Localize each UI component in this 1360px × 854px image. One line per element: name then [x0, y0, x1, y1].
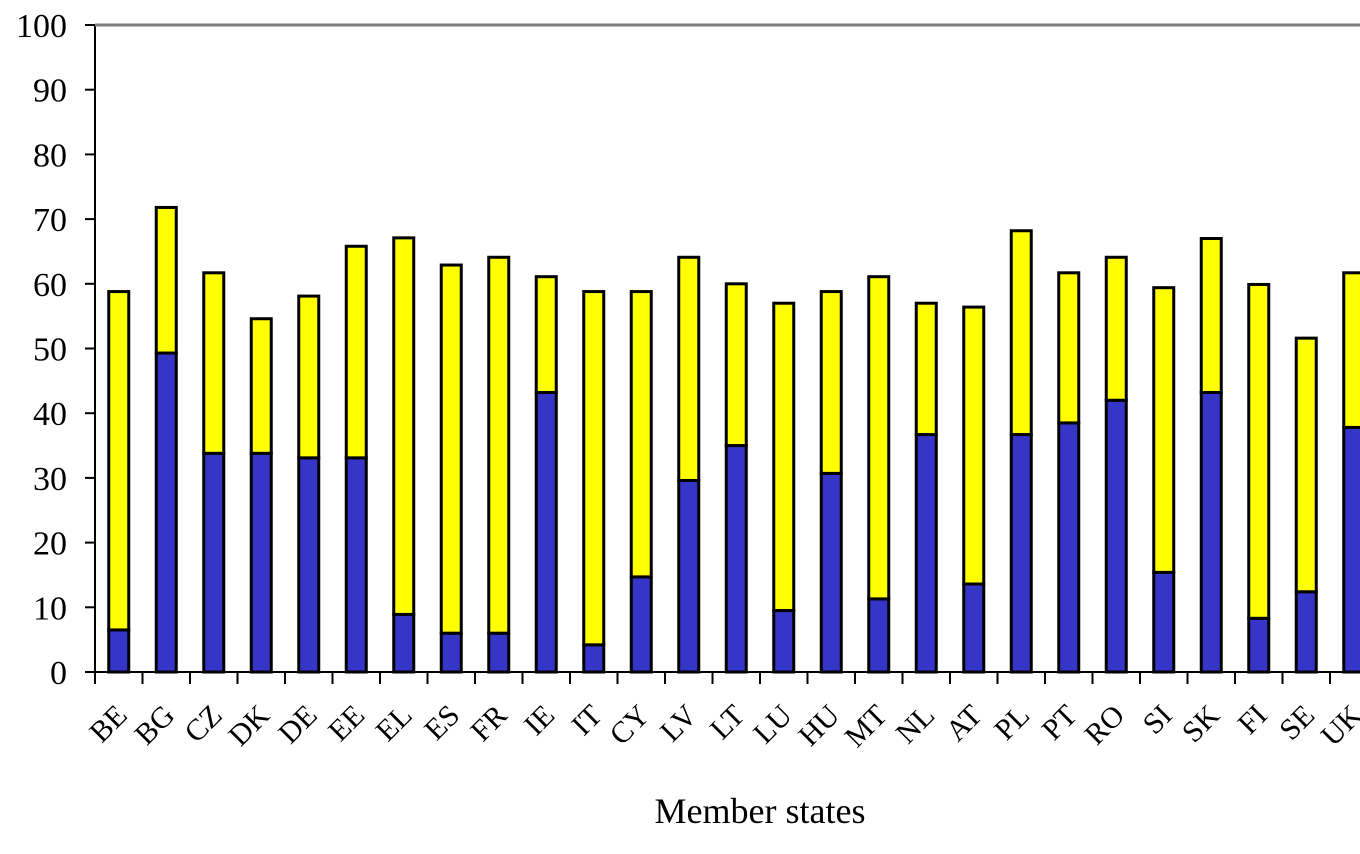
- x-tick-label: NL: [890, 699, 942, 751]
- bar-segment-lower: [1342, 425, 1360, 674]
- bar-segment-lower: [1294, 590, 1318, 674]
- x-tick-label: SK: [1176, 698, 1227, 749]
- bar-segment-lower: [1057, 421, 1081, 674]
- bar-segment-upper: [914, 301, 938, 437]
- x-tick-label: SI: [1136, 699, 1178, 741]
- bar-segment-upper: [962, 305, 986, 586]
- bar-segment-upper: [534, 275, 558, 394]
- bar-segment-lower: [392, 612, 416, 674]
- x-tick-label: LT: [704, 699, 751, 746]
- y-axis-ticks: 0 10 20 30 40 50 60 70 80 90 100: [16, 8, 95, 692]
- bar-segment-upper: [1152, 286, 1176, 574]
- x-tick-label: CZ: [178, 699, 228, 749]
- y-tick-label: 10: [33, 590, 67, 627]
- x-tick-label: LV: [654, 698, 704, 748]
- bars: [107, 205, 1360, 674]
- bar-segment-upper: [1057, 271, 1081, 425]
- bar-segment-lower: [1247, 616, 1271, 674]
- x-tick-label: FI: [1231, 699, 1273, 741]
- x-tick-label: EL: [369, 699, 418, 748]
- bar-segment-lower: [154, 351, 178, 674]
- x-tick-label: LU: [747, 698, 799, 750]
- bar-segment-lower: [677, 478, 701, 674]
- x-tick-label: UK: [1315, 698, 1360, 752]
- bar-segment-lower: [1152, 570, 1176, 674]
- x-tick-label: EE: [322, 699, 371, 748]
- x-tick-label: PL: [988, 699, 1036, 747]
- x-tick-label: IE: [518, 699, 561, 742]
- bar-segment-upper: [1342, 271, 1360, 429]
- bar-segment-upper: [1104, 255, 1128, 402]
- x-tick-label: MT: [839, 699, 894, 754]
- x-tick-label: PT: [1036, 699, 1084, 747]
- bar-segment-upper: [439, 263, 463, 635]
- bar-segment-lower: [439, 631, 463, 674]
- bar-segment-lower: [914, 433, 938, 674]
- x-tick-label: ES: [418, 699, 466, 747]
- bar-segment-lower: [249, 451, 273, 674]
- bar-segment-upper: [392, 236, 416, 616]
- bar-segment-upper: [249, 317, 273, 455]
- bar-segment-upper: [344, 244, 368, 460]
- x-tick-label: HU: [792, 698, 846, 752]
- bar-segment-upper: [724, 282, 748, 448]
- bar-segment-lower: [344, 456, 368, 674]
- x-tick-label: DE: [272, 699, 324, 751]
- y-tick-label: 80: [33, 137, 67, 174]
- bar-segment-upper: [1294, 336, 1318, 594]
- bar-segment-upper: [107, 290, 131, 632]
- bar-segment-lower: [107, 628, 131, 674]
- x-tick-label: SE: [1273, 699, 1321, 747]
- bar-segment-lower: [202, 451, 226, 674]
- y-tick-label: 100: [16, 8, 67, 45]
- bar-segment-upper: [867, 275, 891, 601]
- bar-segment-lower: [724, 444, 748, 674]
- y-tick-label: 20: [33, 526, 67, 563]
- y-tick-label: 90: [33, 73, 67, 110]
- bar-segment-upper: [154, 205, 178, 355]
- bar-segment-upper: [1009, 229, 1033, 437]
- x-tick-label: CY: [603, 699, 656, 752]
- bar-segment-upper: [202, 271, 226, 455]
- bar-segment-upper: [1199, 237, 1223, 394]
- bar-segment-lower: [772, 609, 796, 674]
- bar-segment-lower: [487, 631, 511, 674]
- y-tick-label: 50: [33, 332, 67, 369]
- bar-segment-lower: [867, 597, 891, 674]
- x-tick-label: DK: [222, 698, 276, 752]
- y-tick-label: 40: [33, 396, 67, 433]
- x-tick-label: FR: [464, 699, 513, 748]
- x-axis-title: Member states: [654, 791, 866, 831]
- bar-segment-lower: [534, 390, 558, 674]
- bar-segment-upper: [487, 255, 511, 635]
- bar-segment-lower: [582, 643, 606, 674]
- bar-segment-lower: [962, 582, 986, 674]
- x-tick-label: IT: [565, 699, 608, 742]
- x-tick-label: RO: [1078, 699, 1131, 752]
- bar-segment-lower: [819, 471, 843, 674]
- y-tick-label: 0: [50, 655, 67, 692]
- bar-segment-upper: [819, 290, 843, 475]
- bar-segment-lower: [297, 456, 321, 674]
- bar-segment-lower: [1009, 433, 1033, 674]
- x-tick-label: AT: [939, 699, 988, 748]
- bar-segment-upper: [1247, 282, 1271, 620]
- y-tick-label: 60: [33, 267, 67, 304]
- bar-segment-upper: [297, 294, 321, 460]
- bar-segment-upper: [582, 290, 606, 647]
- x-tick-label: BG: [128, 699, 181, 752]
- bar-segment-upper: [677, 255, 701, 482]
- bar-segment-upper: [629, 290, 653, 579]
- bar-segment-upper: [772, 301, 796, 613]
- y-tick-label: 70: [33, 202, 67, 239]
- bar-segment-lower: [1199, 390, 1223, 674]
- x-tick-label: BE: [83, 699, 133, 749]
- bar-segment-lower: [1104, 398, 1128, 674]
- y-tick-label: 30: [33, 461, 67, 498]
- bar-segment-lower: [629, 575, 653, 674]
